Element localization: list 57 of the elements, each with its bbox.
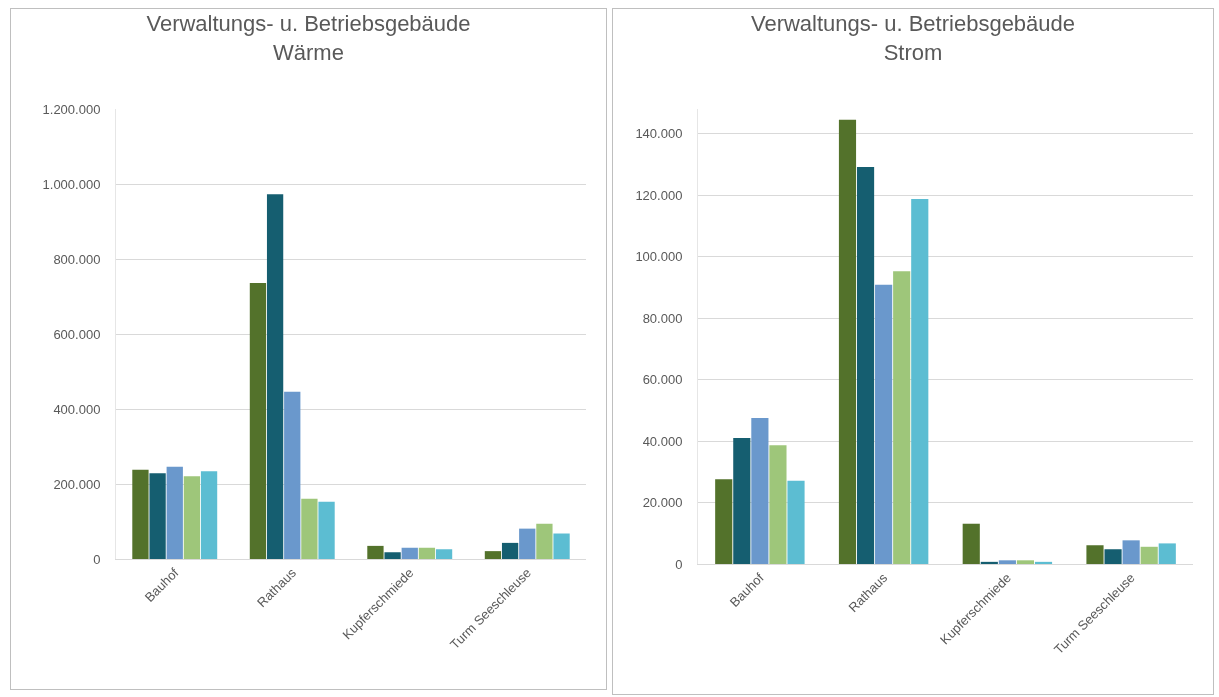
bar [519, 528, 536, 559]
bar [401, 547, 418, 559]
bar [183, 476, 201, 559]
y-tick-label: 800.000 [53, 251, 101, 267]
bar [838, 119, 857, 564]
bar [1158, 543, 1176, 564]
bar [501, 542, 519, 559]
bar [284, 391, 301, 559]
bar [1016, 560, 1035, 564]
y-tick-label: 200.000 [53, 476, 101, 492]
bar [435, 549, 453, 559]
y-tick-label: 80.000 [642, 310, 683, 326]
bar [166, 466, 183, 559]
y-tick-label: 140.000 [635, 126, 683, 142]
y-tick-label: 0 [93, 551, 101, 567]
bar [875, 284, 893, 564]
y-tick-label: 100.000 [635, 249, 683, 265]
y-tick-label: 600.000 [53, 326, 101, 342]
y-tick-label: 40.000 [642, 433, 683, 449]
chart-title: Verwaltungs- u. Betriebsgebäude Wärme [146, 11, 471, 65]
y-tick-label: 120.000 [635, 187, 683, 203]
y-tick-label: 20.000 [642, 495, 683, 511]
bar [484, 551, 502, 559]
bar [301, 498, 318, 559]
bar [733, 437, 751, 564]
chart-title: Verwaltungs- u. Betriebsgebäude Strom [750, 11, 1076, 65]
bar [962, 523, 980, 564]
bar [318, 501, 335, 559]
bar [1104, 549, 1122, 564]
bar [1122, 540, 1140, 564]
bar [980, 561, 998, 564]
y-tick-label: 60.000 [642, 372, 683, 388]
y-tick-label: 0 [675, 556, 683, 572]
bar [856, 167, 875, 564]
y-tick-label: 1.200.000 [42, 101, 101, 117]
bar [132, 469, 149, 559]
bar [1086, 545, 1104, 564]
bar [751, 417, 769, 564]
bar [418, 547, 436, 559]
bar [536, 523, 553, 559]
bar [911, 199, 929, 564]
bar [769, 445, 787, 564]
bar [715, 479, 733, 564]
bar [367, 545, 384, 559]
bar [266, 194, 284, 559]
bar [998, 560, 1016, 564]
bar [384, 552, 401, 559]
bar [200, 471, 218, 559]
bar [1034, 561, 1053, 564]
bar [249, 283, 267, 559]
y-tick-label: 400.000 [53, 401, 101, 417]
y-tick-label: 1.000.000 [42, 176, 101, 192]
bar [1140, 546, 1158, 564]
bar [553, 533, 570, 559]
bar [787, 480, 805, 564]
bar [893, 271, 911, 564]
bar [149, 473, 166, 559]
